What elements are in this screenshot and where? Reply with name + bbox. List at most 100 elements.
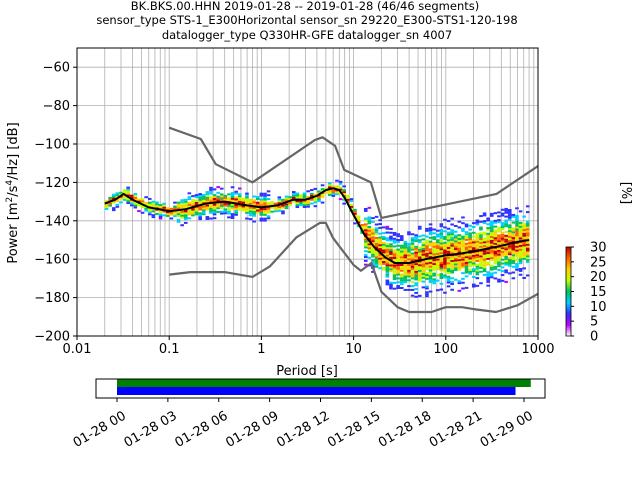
- histogram-cell: [453, 242, 458, 245]
- histogram-cell: [227, 210, 231, 213]
- histogram-cell: [414, 278, 418, 281]
- histogram-cell: [518, 269, 523, 272]
- histogram-cell: [461, 237, 465, 240]
- histogram-cell: [227, 197, 231, 200]
- histogram-cell: [252, 220, 256, 223]
- histogram-cell: [432, 255, 436, 258]
- timeline-tick-label: 01-28 09: [223, 409, 281, 451]
- histogram-cell: [126, 190, 130, 193]
- histogram-cell: [389, 285, 393, 288]
- histogram-cell: [414, 270, 418, 273]
- histogram-cell: [479, 226, 483, 229]
- histogram-cell: [443, 218, 447, 221]
- histogram-cell: [511, 258, 516, 261]
- histogram-cell: [439, 232, 444, 235]
- histogram-cell: [176, 218, 181, 221]
- histogram-cell: [237, 197, 242, 200]
- histogram-cell: [385, 248, 390, 251]
- histogram-cell: [464, 256, 469, 259]
- histogram-cell: [457, 249, 462, 252]
- histogram-cell: [371, 232, 375, 235]
- histogram-cell: [525, 241, 530, 244]
- histogram-cell: [443, 230, 447, 233]
- histogram-cell: [446, 262, 451, 265]
- histogram-cell: [504, 211, 508, 214]
- histogram-cell: [518, 210, 523, 213]
- histogram-cell: [385, 283, 390, 286]
- histogram-cell: [183, 202, 188, 205]
- histogram-cell: [475, 221, 480, 224]
- histogram-cell: [176, 211, 181, 214]
- histogram-cell: [281, 210, 285, 213]
- histogram-cell: [493, 254, 498, 257]
- histogram-cell: [288, 201, 292, 204]
- histogram-cell: [482, 268, 487, 271]
- histogram-cell: [180, 201, 184, 204]
- histogram-cell: [273, 206, 278, 209]
- histogram-cell: [522, 238, 526, 241]
- histogram-cell: [461, 227, 465, 230]
- histogram-cell: [446, 250, 451, 253]
- histogram-cell: [439, 246, 444, 249]
- histogram-cell: [407, 275, 411, 278]
- histogram-cell: [482, 241, 487, 244]
- histogram-cell: [255, 201, 260, 204]
- histogram-cell: [165, 213, 170, 216]
- histogram-cell: [486, 261, 490, 264]
- histogram-cell: [234, 211, 238, 214]
- histogram-cell: [281, 212, 285, 215]
- histogram-cell: [417, 239, 422, 242]
- histogram-cell: [367, 220, 372, 223]
- histogram-cell: [525, 236, 530, 239]
- histogram-cell: [241, 201, 246, 204]
- histogram-cell: [198, 216, 202, 219]
- histogram-cell: [504, 248, 508, 251]
- histogram-cell: [403, 288, 408, 291]
- histogram-cell: [129, 196, 134, 199]
- histogram-cell: [252, 212, 256, 215]
- histogram-cell: [486, 234, 490, 237]
- timeline-tick-label: 01-28 12: [274, 409, 332, 451]
- histogram-cell: [410, 256, 415, 259]
- histogram-cell: [259, 208, 264, 211]
- histogram-cell: [450, 256, 454, 259]
- histogram-cell: [450, 261, 454, 264]
- histogram-cell: [522, 244, 526, 247]
- histogram-cell: [518, 250, 523, 253]
- histogram-cell: [378, 261, 382, 264]
- histogram-cell: [525, 220, 530, 223]
- histogram-cell: [385, 225, 390, 228]
- histogram-cell: [403, 265, 408, 268]
- histogram-cell: [439, 261, 444, 264]
- histogram-cell: [155, 203, 159, 206]
- histogram-cell: [392, 266, 397, 269]
- histogram-cell: [176, 201, 181, 204]
- histogram-cell: [410, 238, 415, 241]
- histogram-cell: [374, 240, 379, 243]
- histogram-cell: [338, 188, 343, 191]
- histogram-cell: [381, 245, 386, 248]
- histogram-cell: [450, 231, 454, 234]
- histogram-cell: [119, 197, 123, 200]
- histogram-cell: [363, 240, 368, 243]
- histogram-cell: [205, 191, 210, 194]
- histogram-cell: [165, 211, 170, 214]
- histogram-cell: [374, 231, 379, 234]
- histogram-cell: [425, 247, 429, 250]
- histogram-cell: [486, 253, 490, 256]
- histogram-cell: [133, 193, 138, 196]
- histogram-cell: [223, 198, 228, 201]
- histogram-cell: [306, 201, 310, 204]
- histogram-cell: [489, 214, 494, 217]
- histogram-cell: [443, 262, 447, 265]
- histogram-cell: [450, 252, 454, 255]
- histogram-cell: [493, 233, 498, 236]
- histogram-cell: [461, 243, 465, 246]
- histogram-cell: [237, 187, 242, 190]
- histogram-cell: [464, 259, 469, 262]
- histogram-cell: [428, 269, 433, 272]
- y-tick-label: −160: [34, 253, 70, 268]
- histogram-cell: [511, 235, 516, 238]
- histogram-cell: [417, 248, 422, 251]
- histogram-cell: [385, 227, 390, 230]
